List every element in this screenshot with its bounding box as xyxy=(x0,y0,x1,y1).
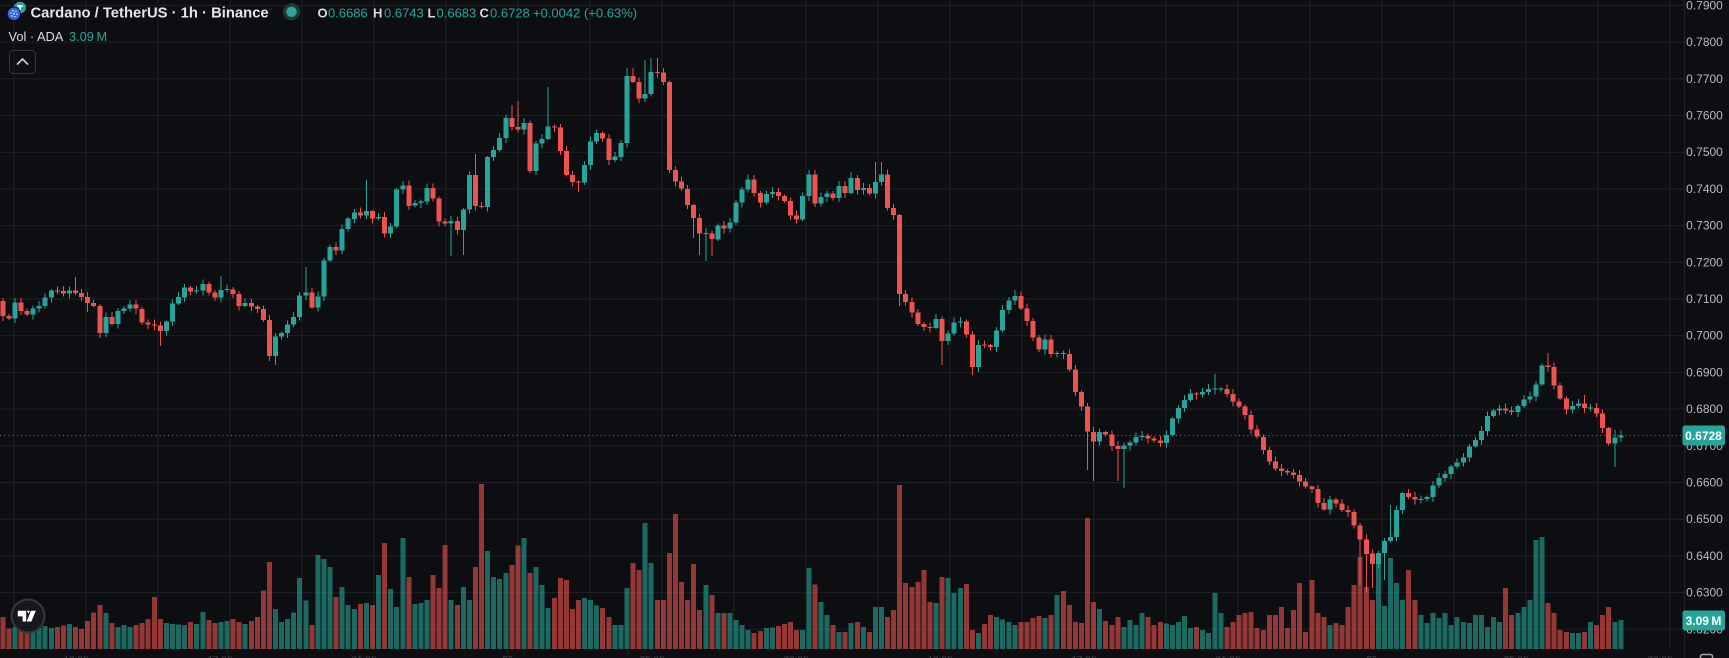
svg-text:0.6743: 0.6743 xyxy=(384,6,424,21)
svg-text:05:00: 05:00 xyxy=(1503,655,1528,658)
svg-text:0.7100: 0.7100 xyxy=(1686,292,1723,306)
svg-text:0.7400: 0.7400 xyxy=(1686,182,1723,196)
svg-text:09:00: 09:00 xyxy=(1647,655,1672,658)
svg-text:0.6728: 0.6728 xyxy=(1685,429,1722,443)
svg-text:3.09 M: 3.09 M xyxy=(1686,614,1722,628)
svg-text:0.7600: 0.7600 xyxy=(1686,109,1723,123)
svg-text:0.7900: 0.7900 xyxy=(1686,0,1723,12)
svg-text:13:00: 13:00 xyxy=(63,655,88,658)
svg-text:Vol · ADA: Vol · ADA xyxy=(9,29,64,44)
svg-text:0.6400: 0.6400 xyxy=(1686,549,1723,563)
svg-text:3.09 M: 3.09 M xyxy=(69,29,107,44)
svg-text:25: 25 xyxy=(1366,655,1378,658)
svg-text:0.6900: 0.6900 xyxy=(1686,365,1723,379)
svg-text:25: 25 xyxy=(502,655,514,658)
svg-text:0.6800: 0.6800 xyxy=(1686,402,1723,416)
svg-text:Cardano / TetherUS · 1h · Bina: Cardano / TetherUS · 1h · Binance xyxy=(31,6,269,22)
svg-text:17:00: 17:00 xyxy=(207,655,232,658)
svg-text:0.6728: 0.6728 xyxy=(490,6,530,21)
svg-text:05:00: 05:00 xyxy=(639,655,664,658)
svg-text:C: C xyxy=(480,6,490,21)
svg-text:0.6600: 0.6600 xyxy=(1686,476,1723,490)
svg-text:0.7500: 0.7500 xyxy=(1686,145,1723,159)
svg-text:09:00: 09:00 xyxy=(783,655,808,658)
svg-text:21:00: 21:00 xyxy=(1215,655,1240,658)
svg-text:L: L xyxy=(428,6,436,21)
svg-text:0.7300: 0.7300 xyxy=(1686,219,1723,233)
svg-text:0.6686: 0.6686 xyxy=(328,6,368,21)
svg-text:0.7700: 0.7700 xyxy=(1686,72,1723,86)
svg-text:O: O xyxy=(318,6,328,21)
svg-text:13:00: 13:00 xyxy=(927,655,952,658)
svg-text:21:00: 21:00 xyxy=(351,655,376,658)
svg-text:0.7200: 0.7200 xyxy=(1686,255,1723,269)
svg-text:0.7000: 0.7000 xyxy=(1686,329,1723,343)
svg-text:17:00: 17:00 xyxy=(1071,655,1096,658)
svg-text:0.7800: 0.7800 xyxy=(1686,35,1723,49)
svg-text:0.6300: 0.6300 xyxy=(1686,586,1723,600)
svg-text:0.6683: 0.6683 xyxy=(437,6,477,21)
svg-text:H: H xyxy=(373,6,382,21)
svg-text:0.6500: 0.6500 xyxy=(1686,512,1723,526)
svg-text:+0.0042 (+0.63%): +0.0042 (+0.63%) xyxy=(533,6,637,21)
